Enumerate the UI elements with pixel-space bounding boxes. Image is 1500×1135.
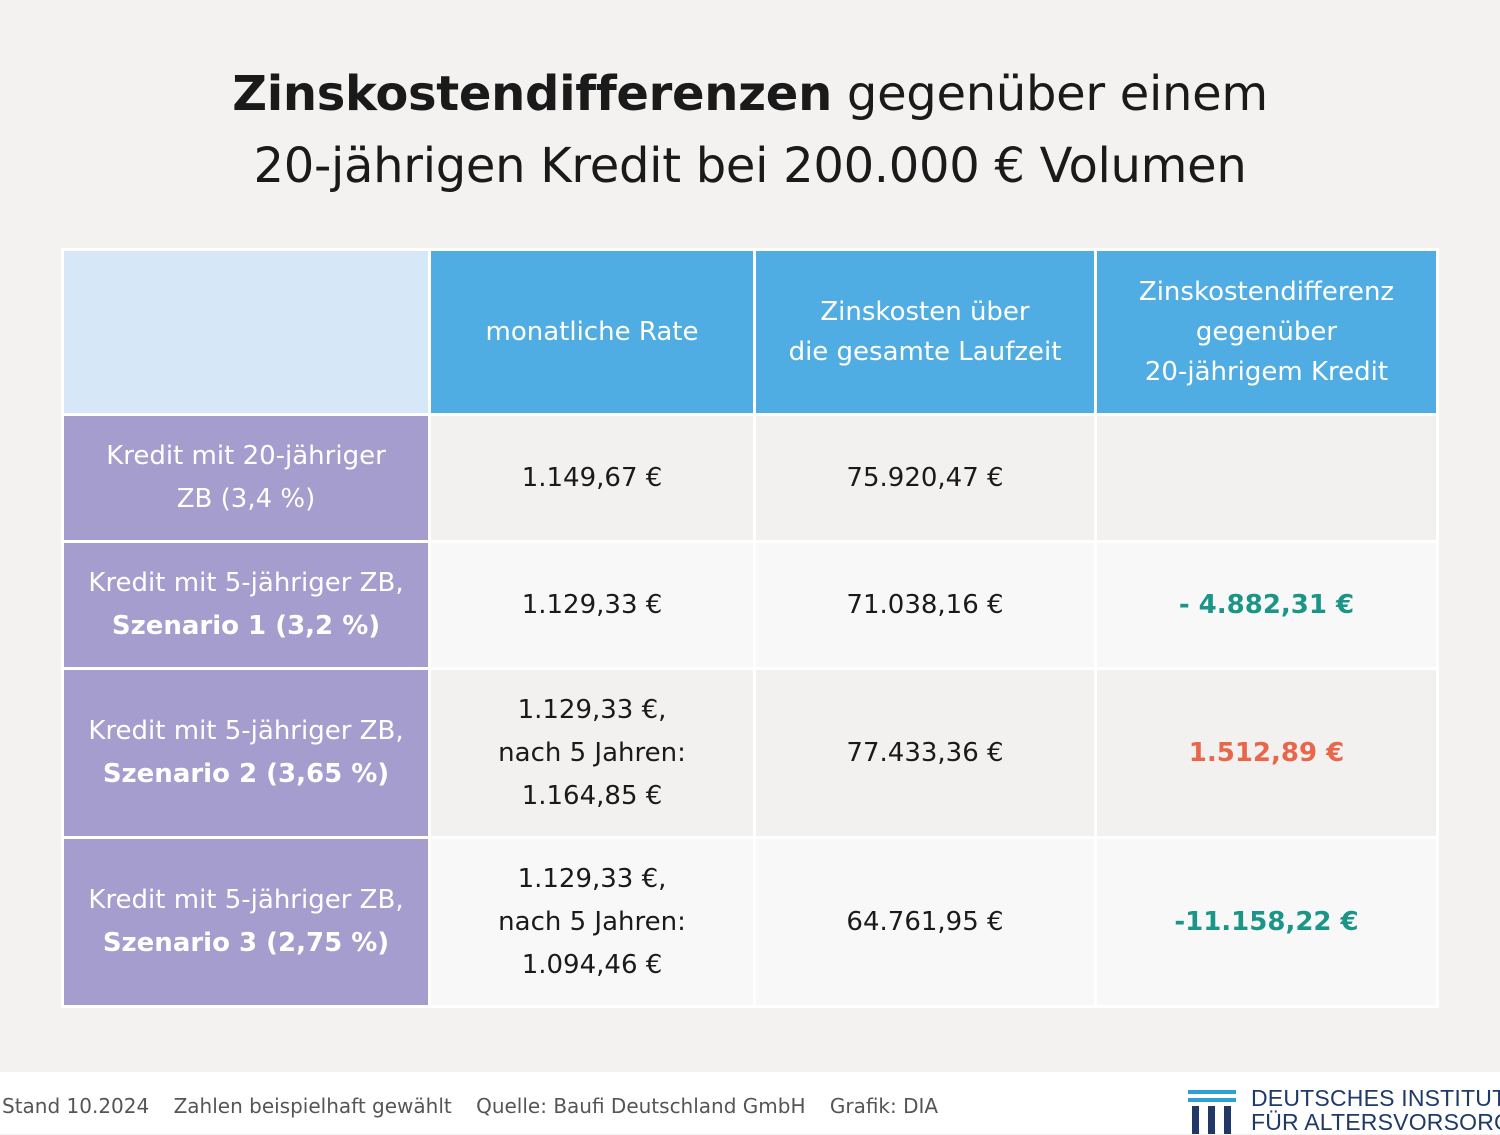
- row-label: Kredit mit 20-jähriger ZB (3,4 %): [64, 416, 428, 540]
- interest-cost-cell: 77.433,36 €: [756, 670, 1094, 836]
- page-title: Zinskostendifferenzen gegenüber einem 20…: [0, 58, 1500, 202]
- footer: Stand 10.2024 Zahlen beispielhaft gewähl…: [0, 1072, 1500, 1134]
- footer-grafik: Grafik: DIA: [829, 1094, 939, 1118]
- logo-line1: DEUTSCHES INSTITUT: [1251, 1085, 1500, 1111]
- row-label-line2: ZB (3,4 %): [176, 484, 316, 514]
- difference-cell: [1097, 416, 1436, 540]
- rate-line2: nach 5 Jahren:: [498, 906, 686, 937]
- table-row: Kredit mit 5-jähriger ZB, Szenario 3 (2,…: [64, 839, 1436, 1005]
- row-label-line2: Szenario 1 (3,2 %): [64, 605, 428, 648]
- dia-logo-icon: [1188, 1090, 1236, 1134]
- header-interest-line2: die gesamte Laufzeit: [788, 337, 1062, 367]
- header-empty-cell: [64, 251, 428, 413]
- rate-line1: 1.129,33 €,: [517, 694, 667, 725]
- row-label-scenario: Szenario 2 (3,65 %): [102, 759, 390, 789]
- rate-line3: 1.094,46 €: [521, 949, 663, 980]
- row-label-line2: Szenario 3 (2,75 %): [64, 922, 428, 965]
- header-interest-difference: Zinskostendifferenz gegenüber 20-jährige…: [1097, 251, 1436, 413]
- table-row: Kredit mit 20-jähriger ZB (3,4 %) 1.149,…: [64, 416, 1436, 540]
- title-rest: gegenüber einem: [831, 66, 1268, 122]
- logo-text: DEUTSCHES INSTITUT FÜR ALTERSVORSORGE: [1251, 1086, 1500, 1134]
- difference-cell: -11.158,22 €: [1097, 839, 1436, 1005]
- row-label: Kredit mit 5-jähriger ZB, Szenario 1 (3,…: [64, 543, 428, 667]
- difference-cell: - 4.882,31 €: [1097, 543, 1436, 667]
- footer-source: Quelle: Baufi Deutschland GmbH: [476, 1094, 806, 1118]
- table-row: Kredit mit 5-jähriger ZB, Szenario 2 (3,…: [64, 670, 1436, 836]
- difference-cell: 1.512,89 €: [1097, 670, 1436, 836]
- row-label-line1: Kredit mit 20-jähriger: [106, 441, 386, 471]
- header-diff-line3: 20-jährigem Kredit: [1144, 357, 1389, 387]
- header-interest-line1: Zinskosten über: [820, 297, 1030, 327]
- row-label: Kredit mit 5-jähriger ZB, Szenario 2 (3,…: [64, 670, 428, 836]
- footer-stand: Stand 10.2024: [2, 1094, 150, 1118]
- logo-line2: FÜR ALTERSVORSORGE: [1251, 1109, 1500, 1135]
- dia-logo: DEUTSCHES INSTITUT FÜR ALTERSVORSORGE: [1188, 1086, 1500, 1134]
- monthly-rate-cell: 1.129,33 €, nach 5 Jahren: 1.094,46 €: [431, 839, 753, 1005]
- title-line-2: 20-jährigen Kredit bei 200.000 € Volumen: [253, 138, 1247, 194]
- row-label-line1: Kredit mit 5-jähriger ZB,: [88, 716, 404, 746]
- rate-line3: 1.164,85 €: [521, 780, 663, 811]
- interest-cost-cell: 71.038,16 €: [756, 543, 1094, 667]
- header-diff-line1: Zinskostendifferenz: [1138, 277, 1395, 307]
- monthly-rate-cell: 1.129,33 €: [431, 543, 753, 667]
- title-bold: Zinskostendifferenzen: [232, 66, 832, 122]
- monthly-rate-cell: 1.149,67 €: [431, 416, 753, 540]
- row-label: Kredit mit 5-jähriger ZB, Szenario 3 (2,…: [64, 839, 428, 1005]
- row-label-line1: Kredit mit 5-jähriger ZB,: [88, 568, 404, 598]
- header-monthly-rate: monatliche Rate: [431, 251, 753, 413]
- footer-notes: Stand 10.2024 Zahlen beispielhaft gewähl…: [2, 1094, 956, 1118]
- rate-line1: 1.129,33 €,: [517, 863, 667, 894]
- footer-note: Zahlen beispielhaft gewählt: [173, 1094, 452, 1118]
- interest-cost-cell: 64.761,95 €: [756, 839, 1094, 1005]
- row-label-line1: Kredit mit 5-jähriger ZB,: [88, 885, 404, 915]
- row-label-scenario: Szenario 1 (3,2 %): [111, 611, 381, 641]
- table-row: Kredit mit 5-jähriger ZB, Szenario 1 (3,…: [64, 543, 1436, 667]
- header-interest-cost: Zinskosten über die gesamte Laufzeit: [756, 251, 1094, 413]
- title-line-1: Zinskostendifferenzen gegenüber einem: [0, 58, 1500, 130]
- monthly-rate-cell: 1.129,33 €, nach 5 Jahren: 1.164,85 €: [431, 670, 753, 836]
- rate-line2: nach 5 Jahren:: [498, 737, 686, 768]
- header-row: monatliche Rate Zinskosten über die gesa…: [64, 251, 1436, 413]
- row-label-scenario: Szenario 3 (2,75 %): [102, 928, 390, 958]
- comparison-table: monatliche Rate Zinskosten über die gesa…: [61, 248, 1439, 1008]
- row-label-line2: Szenario 2 (3,65 %): [64, 753, 428, 796]
- interest-cost-cell: 75.920,47 €: [756, 416, 1094, 540]
- header-diff-line2: gegenüber: [1195, 317, 1338, 347]
